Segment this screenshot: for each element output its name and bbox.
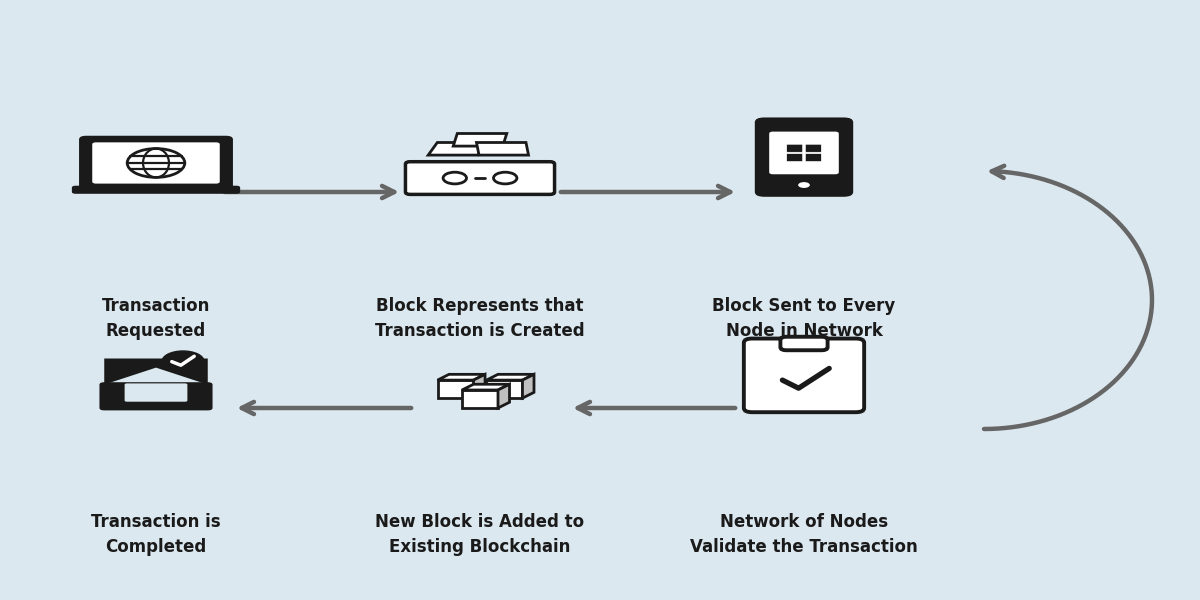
FancyBboxPatch shape [92,142,220,184]
Text: Block Represents that
Transaction is Created: Block Represents that Transaction is Cre… [376,297,584,340]
FancyBboxPatch shape [786,144,803,152]
Polygon shape [104,359,156,385]
Polygon shape [428,142,487,155]
Polygon shape [438,380,474,398]
Polygon shape [522,374,534,398]
Polygon shape [454,133,506,146]
Circle shape [161,350,204,372]
Circle shape [798,182,810,188]
FancyBboxPatch shape [100,382,212,410]
FancyBboxPatch shape [79,136,233,190]
Text: Transaction is
Completed: Transaction is Completed [91,513,221,556]
Text: Transaction
Requested: Transaction Requested [102,297,210,340]
FancyBboxPatch shape [406,161,554,194]
Polygon shape [498,384,510,408]
FancyBboxPatch shape [786,154,803,161]
Polygon shape [474,374,485,398]
FancyBboxPatch shape [72,185,240,194]
Polygon shape [486,380,522,398]
FancyBboxPatch shape [744,338,864,412]
Polygon shape [476,142,528,155]
Text: Network of Nodes
Validate the Transaction: Network of Nodes Validate the Transactio… [690,513,918,556]
FancyBboxPatch shape [805,154,822,161]
Polygon shape [462,384,510,390]
FancyBboxPatch shape [769,131,839,174]
FancyBboxPatch shape [755,118,853,197]
Polygon shape [486,374,534,380]
Text: New Block is Added to
Existing Blockchain: New Block is Added to Existing Blockchai… [376,513,584,556]
Text: Block Sent to Every
Node in Network: Block Sent to Every Node in Network [713,297,895,340]
FancyBboxPatch shape [805,144,822,152]
Polygon shape [462,390,498,408]
Polygon shape [156,359,208,385]
FancyBboxPatch shape [125,383,187,402]
FancyBboxPatch shape [780,337,828,350]
Polygon shape [438,374,485,380]
